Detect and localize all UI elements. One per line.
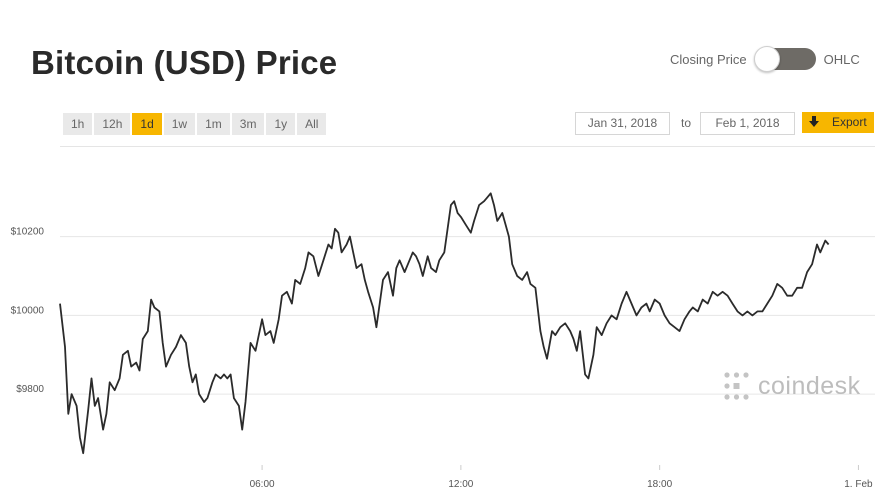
date-from-input[interactable]: Jan 31, 2018: [575, 112, 670, 135]
y-axis-ticks: $9800 $10000 $10200: [11, 227, 45, 396]
y-tick-label-9800: $9800: [16, 384, 44, 395]
coindesk-wordmark: coindesk: [758, 371, 861, 400]
x-tick-label-18: 18:00: [647, 479, 672, 490]
price-series-line: [59, 192, 830, 455]
closing-price-label[interactable]: Closing Price: [670, 51, 747, 67]
coindesk-watermark: coindesk: [723, 371, 861, 401]
coindesk-logo-icon: [724, 372, 749, 400]
export-label: Export: [832, 115, 867, 129]
x-tick-label-24: 1. Feb: [844, 479, 873, 490]
range-button-3m[interactable]: 3m: [231, 113, 265, 135]
x-tick-label-12: 12:00: [448, 479, 473, 490]
range-button-1w[interactable]: 1w: [163, 113, 196, 135]
x-tick-label-6: 06:00: [250, 479, 275, 490]
toggle-knob[interactable]: [753, 46, 780, 72]
page-title: Bitcoin (USD) Price: [31, 44, 338, 81]
y-tick-label-10200: $10200: [11, 227, 45, 238]
y-tick-label-10000: $10000: [11, 305, 45, 316]
chart-grid: [60, 236, 875, 395]
x-axis-ticks: 06:00 12:00 18:00 1. Feb: [250, 465, 873, 490]
range-button-1h[interactable]: 1h: [63, 113, 93, 135]
date-to-input[interactable]: Feb 1, 2018: [700, 112, 795, 135]
price-mode-toggle-group: Closing Price OHLC: [670, 46, 860, 72]
export-button[interactable]: Export: [802, 112, 874, 133]
time-range-selector: 1h 12h 1d 1w 1m 3m 1y All: [63, 113, 328, 135]
ohlc-label[interactable]: OHLC: [823, 51, 860, 67]
range-button-1d[interactable]: 1d: [132, 113, 162, 135]
download-arrow-icon: [809, 116, 819, 127]
price-mode-toggle[interactable]: [753, 46, 816, 72]
range-button-1m[interactable]: 1m: [197, 113, 230, 135]
range-button-12h[interactable]: 12h: [94, 113, 131, 135]
range-button-all[interactable]: All: [297, 113, 327, 135]
date-range-to-label: to: [681, 116, 692, 130]
range-button-1y[interactable]: 1y: [266, 113, 296, 135]
chart-top-rule: [60, 146, 875, 147]
